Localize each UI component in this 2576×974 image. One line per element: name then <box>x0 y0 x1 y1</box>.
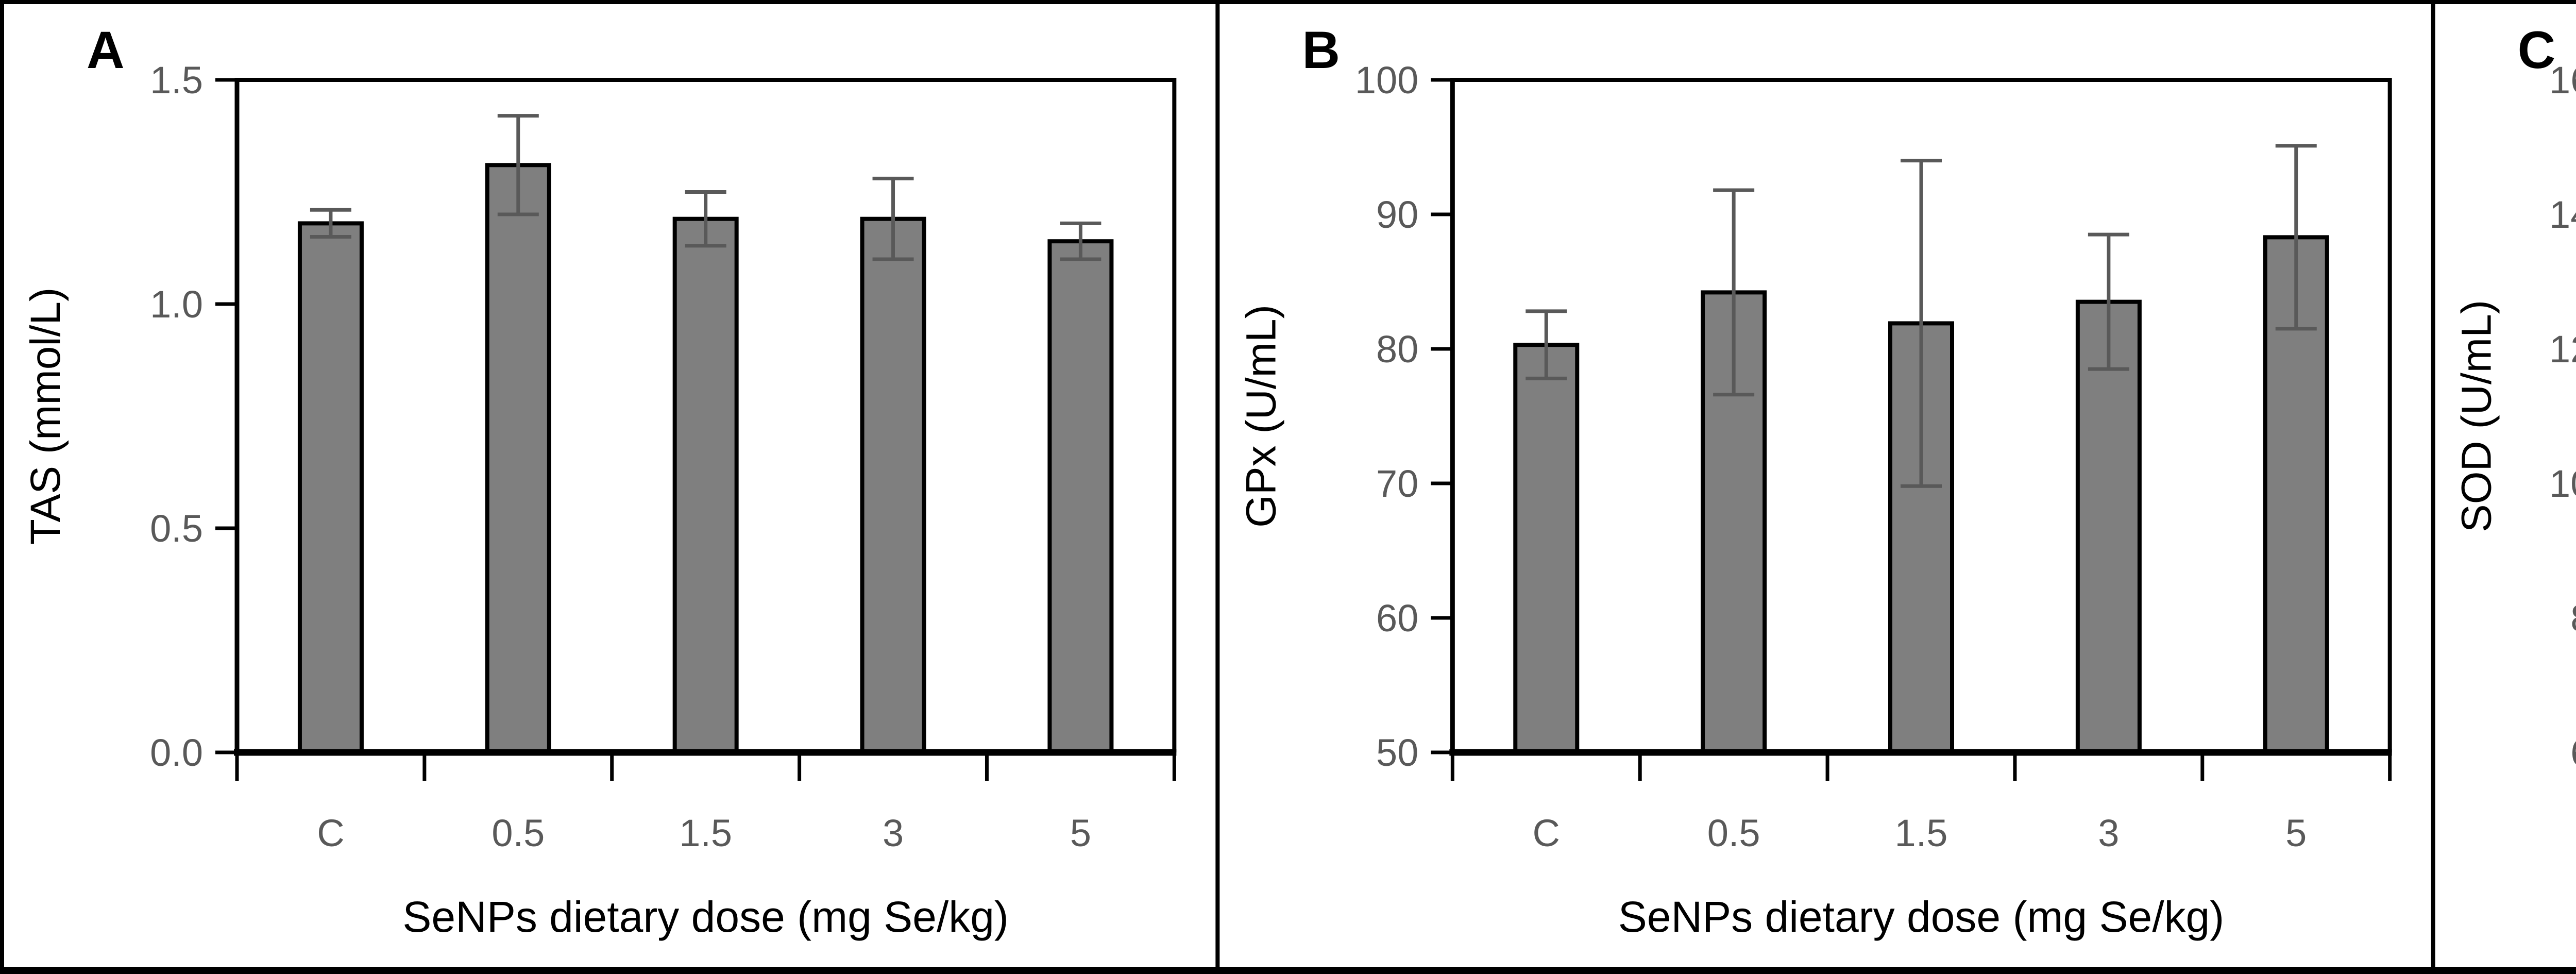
y-tick-label: 80 <box>1376 328 1418 371</box>
y-axis-title: TAS (mmol/L) <box>22 288 69 545</box>
figure-border-left <box>0 0 4 974</box>
x-tick-label: 1.5 <box>679 812 732 854</box>
x-tick-label: 1.5 <box>1895 812 1948 854</box>
figure-border-bottom <box>0 967 2576 974</box>
y-tick-label: 800 <box>2570 597 2576 640</box>
y-tick-label: 1200 <box>2549 328 2576 371</box>
y-tick-label: 600 <box>2570 731 2576 774</box>
x-tick-label: C <box>1533 812 1560 854</box>
x-axis-title: SeNPs dietary dose (mg Se/kg) <box>402 893 1009 941</box>
panel-divider-2 <box>2431 0 2435 974</box>
x-axis-title: SeNPs dietary dose (mg Se/kg) <box>1618 893 2225 941</box>
y-tick-label: 70 <box>1376 462 1418 505</box>
y-axis-title: GPx (U/mL) <box>1238 305 1284 528</box>
y-tick-label: 100 <box>1355 59 1418 102</box>
y-tick-label: 0.0 <box>150 731 203 774</box>
panel-letter-b: B <box>1302 21 1340 79</box>
bar-1.5 <box>672 216 739 755</box>
y-axis-title: SOD (U/mL) <box>2453 300 2500 532</box>
x-tick-label: 3 <box>883 812 904 854</box>
plot-frame <box>237 78 1177 752</box>
y-tick-label: 90 <box>1376 193 1418 236</box>
bar-C <box>1513 343 1580 754</box>
panel-a: A 0.0 0.5 1.0 1.5 TAS (mmol/L) C 0.5 1.5 3 5 SeNPs … <box>22 21 1177 941</box>
y-tick-label: 50 <box>1376 731 1418 774</box>
panel-divider-1 <box>1215 0 1220 974</box>
y-tick-label: 1.0 <box>150 283 203 326</box>
x-tick-label: 0.5 <box>492 812 545 854</box>
bar-0.5 <box>485 163 551 754</box>
bar-5 <box>1047 239 1114 754</box>
plot-frame <box>1452 78 2392 752</box>
x-tick-label: C <box>317 812 344 854</box>
panel-letter-c: C <box>2518 21 2556 79</box>
x-tick-label: 0.5 <box>1707 812 1760 854</box>
y-tick-label: 1000 <box>2549 462 2576 505</box>
bar-C <box>297 221 364 754</box>
panel-b: B 50 60 70 80 90 100 GPx (U/mL) C 0.5 1.5 3 5 SeNPs d… <box>1238 21 2392 941</box>
panel-letter-a: A <box>87 21 125 79</box>
panel-c: C6008001000120014001600SOD (U/mL)C0.51.5… <box>2453 21 2576 774</box>
x-tick-label: 3 <box>2098 812 2119 854</box>
y-tick-label: 1.5 <box>150 59 203 102</box>
figure-border-top <box>0 0 2576 4</box>
y-tick-label: 60 <box>1376 597 1418 640</box>
bar-3 <box>860 216 926 755</box>
y-tick-label: 0.5 <box>150 507 203 550</box>
y-tick-label: 1400 <box>2549 193 2576 236</box>
x-tick-label: 5 <box>1070 812 1091 854</box>
x-tick-label: 5 <box>2285 812 2307 854</box>
y-tick-label: 1600 <box>2549 59 2576 102</box>
